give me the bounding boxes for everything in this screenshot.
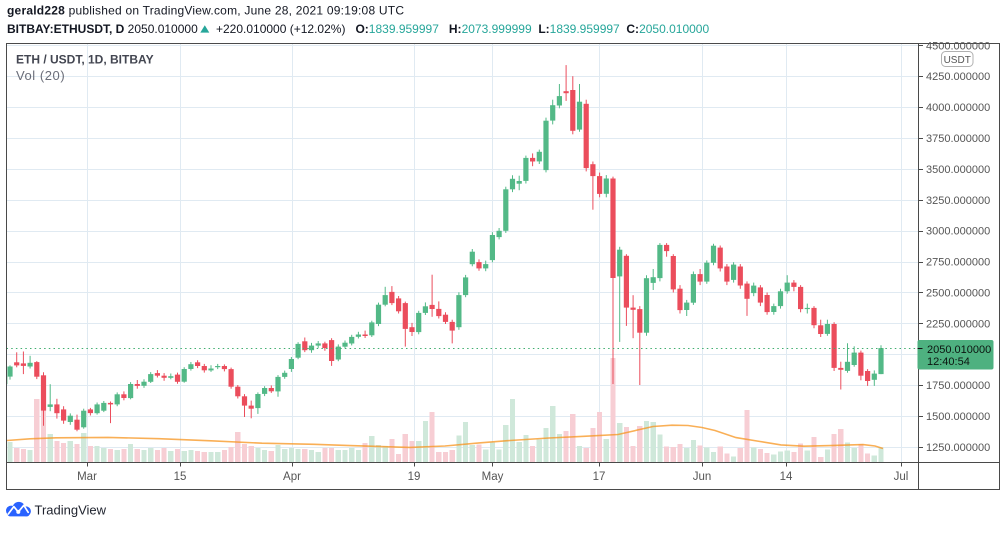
svg-text:USDT: USDT — [944, 55, 971, 66]
svg-text:4250.000000: 4250.000000 — [926, 71, 990, 83]
svg-text:12:40:54: 12:40:54 — [927, 356, 970, 368]
svg-text:gerald228 published on Trading: gerald228 published on TradingView.com, … — [7, 4, 404, 18]
svg-text:1250.000000: 1250.000000 — [926, 442, 990, 454]
svg-text:Apr: Apr — [283, 471, 301, 483]
svg-text:3000.000000: 3000.000000 — [926, 226, 990, 238]
svg-text:Mar: Mar — [77, 471, 97, 483]
svg-text:2050.010000: 2050.010000 — [927, 344, 991, 356]
svg-text:4000.000000: 4000.000000 — [926, 102, 990, 114]
svg-text:May: May — [482, 471, 504, 483]
svg-text:Jul: Jul — [894, 471, 909, 483]
svg-text:3500.000000: 3500.000000 — [926, 164, 990, 176]
svg-text:2750.000000: 2750.000000 — [926, 257, 990, 269]
svg-text:BITBAY:ETHUSDT, D 2050.010000: BITBAY:ETHUSDT, D 2050.010000 — [7, 22, 198, 36]
svg-text:17: 17 — [593, 471, 606, 483]
svg-text:Jun: Jun — [693, 471, 712, 483]
svg-text:14: 14 — [780, 471, 793, 483]
svg-text:19: 19 — [408, 471, 421, 483]
svg-text:4500.000000: 4500.000000 — [926, 40, 990, 52]
svg-text:+220.010000 (+12.02%) O:1839: +220.010000 (+12.02%) O:1839.959997 H:20… — [216, 22, 709, 36]
svg-text:1500.000000: 1500.000000 — [926, 411, 990, 423]
svg-text:ETH / USDT, 1D, BITBAY: ETH / USDT, 1D, BITBAY — [16, 53, 154, 67]
svg-text:TradingView: TradingView — [35, 503, 107, 518]
svg-text:Vol (20): Vol (20) — [16, 68, 65, 83]
svg-text:3750.000000: 3750.000000 — [926, 133, 990, 145]
svg-text:2500.000000: 2500.000000 — [926, 288, 990, 300]
svg-text:1750.000000: 1750.000000 — [926, 380, 990, 392]
svg-text:3250.000000: 3250.000000 — [926, 195, 990, 207]
svg-text:15: 15 — [174, 471, 187, 483]
svg-text:2250.000000: 2250.000000 — [926, 318, 990, 330]
